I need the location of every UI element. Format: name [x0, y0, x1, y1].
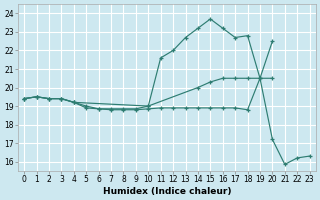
- X-axis label: Humidex (Indice chaleur): Humidex (Indice chaleur): [103, 187, 231, 196]
